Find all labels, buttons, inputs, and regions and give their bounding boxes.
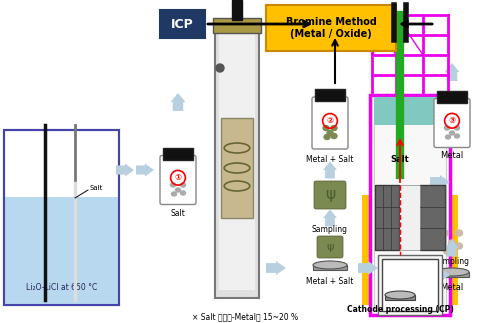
Bar: [374, 185, 399, 250]
Polygon shape: [323, 210, 336, 226]
Text: Li₂O-LiCl at 650 °C: Li₂O-LiCl at 650 °C: [26, 283, 97, 291]
Bar: [265, 5, 395, 51]
Text: Metal + Salt: Metal + Salt: [306, 276, 353, 286]
Bar: [373, 95, 445, 125]
Ellipse shape: [330, 126, 336, 130]
Polygon shape: [116, 163, 134, 176]
Text: ICP: ICP: [171, 17, 193, 30]
Ellipse shape: [444, 135, 450, 139]
Bar: [361, 195, 457, 305]
Text: × Salt 함유량-Metal의 15~20 %: × Salt 함유량-Metal의 15~20 %: [192, 312, 298, 321]
Text: ③: ③: [447, 116, 455, 125]
Ellipse shape: [455, 243, 462, 249]
Bar: [4, 130, 119, 305]
Bar: [163, 148, 192, 160]
Text: Salt: Salt: [390, 155, 408, 164]
Circle shape: [170, 171, 185, 185]
Text: ①: ①: [174, 173, 181, 182]
Ellipse shape: [323, 126, 328, 130]
Polygon shape: [444, 63, 458, 81]
FancyBboxPatch shape: [316, 236, 342, 258]
Polygon shape: [323, 162, 336, 179]
FancyBboxPatch shape: [433, 99, 469, 148]
Text: ψ: ψ: [325, 242, 333, 252]
Text: Cathode processing (CP): Cathode processing (CP): [346, 306, 453, 315]
Bar: [220, 118, 252, 218]
Ellipse shape: [180, 183, 185, 187]
Ellipse shape: [312, 261, 346, 269]
Polygon shape: [170, 93, 185, 111]
Circle shape: [444, 113, 458, 128]
Ellipse shape: [171, 192, 176, 196]
Bar: [373, 100, 445, 310]
Text: Sampling: Sampling: [433, 257, 469, 266]
Text: Salt: Salt: [170, 209, 185, 217]
Bar: [218, 30, 254, 290]
Polygon shape: [444, 239, 458, 256]
FancyBboxPatch shape: [313, 181, 345, 209]
Bar: [381, 259, 437, 311]
Circle shape: [322, 114, 336, 128]
Bar: [436, 90, 466, 102]
Ellipse shape: [434, 268, 468, 276]
Ellipse shape: [384, 291, 414, 299]
Text: Metal + Salt: Metal + Salt: [306, 155, 353, 164]
Ellipse shape: [454, 126, 458, 130]
Text: Metal: Metal: [440, 284, 463, 293]
Polygon shape: [136, 163, 154, 176]
FancyBboxPatch shape: [160, 155, 195, 204]
Text: ψ: ψ: [324, 187, 335, 203]
Ellipse shape: [449, 131, 454, 135]
Polygon shape: [357, 261, 377, 275]
Bar: [377, 255, 441, 315]
Polygon shape: [265, 261, 286, 275]
FancyBboxPatch shape: [312, 97, 347, 149]
Polygon shape: [429, 268, 449, 282]
Bar: [215, 30, 258, 298]
Ellipse shape: [324, 134, 329, 140]
Ellipse shape: [454, 134, 458, 138]
Ellipse shape: [330, 133, 336, 139]
Text: ②: ②: [326, 116, 333, 125]
Ellipse shape: [447, 240, 455, 246]
Bar: [369, 95, 449, 315]
Text: Bromine Method
(Metal / Oxide): Bromine Method (Metal / Oxide): [285, 17, 376, 39]
Ellipse shape: [326, 130, 332, 136]
Bar: [420, 185, 444, 250]
Ellipse shape: [441, 230, 447, 236]
Text: Sampling: Sampling: [312, 225, 347, 234]
Bar: [160, 10, 204, 38]
Ellipse shape: [455, 230, 462, 236]
Ellipse shape: [175, 188, 180, 192]
Bar: [213, 18, 261, 33]
Ellipse shape: [443, 248, 450, 254]
Circle shape: [216, 64, 224, 72]
Bar: [312, 265, 346, 270]
Polygon shape: [429, 175, 449, 189]
Bar: [384, 295, 414, 300]
Text: Metal: Metal: [440, 151, 463, 161]
Bar: [4, 196, 119, 305]
Ellipse shape: [180, 191, 185, 195]
Ellipse shape: [444, 126, 449, 130]
Bar: [4, 130, 119, 305]
Bar: [231, 0, 241, 20]
Bar: [434, 272, 468, 277]
Bar: [399, 185, 420, 250]
Text: Salt: Salt: [90, 185, 103, 191]
Ellipse shape: [170, 183, 175, 187]
Bar: [314, 89, 344, 101]
